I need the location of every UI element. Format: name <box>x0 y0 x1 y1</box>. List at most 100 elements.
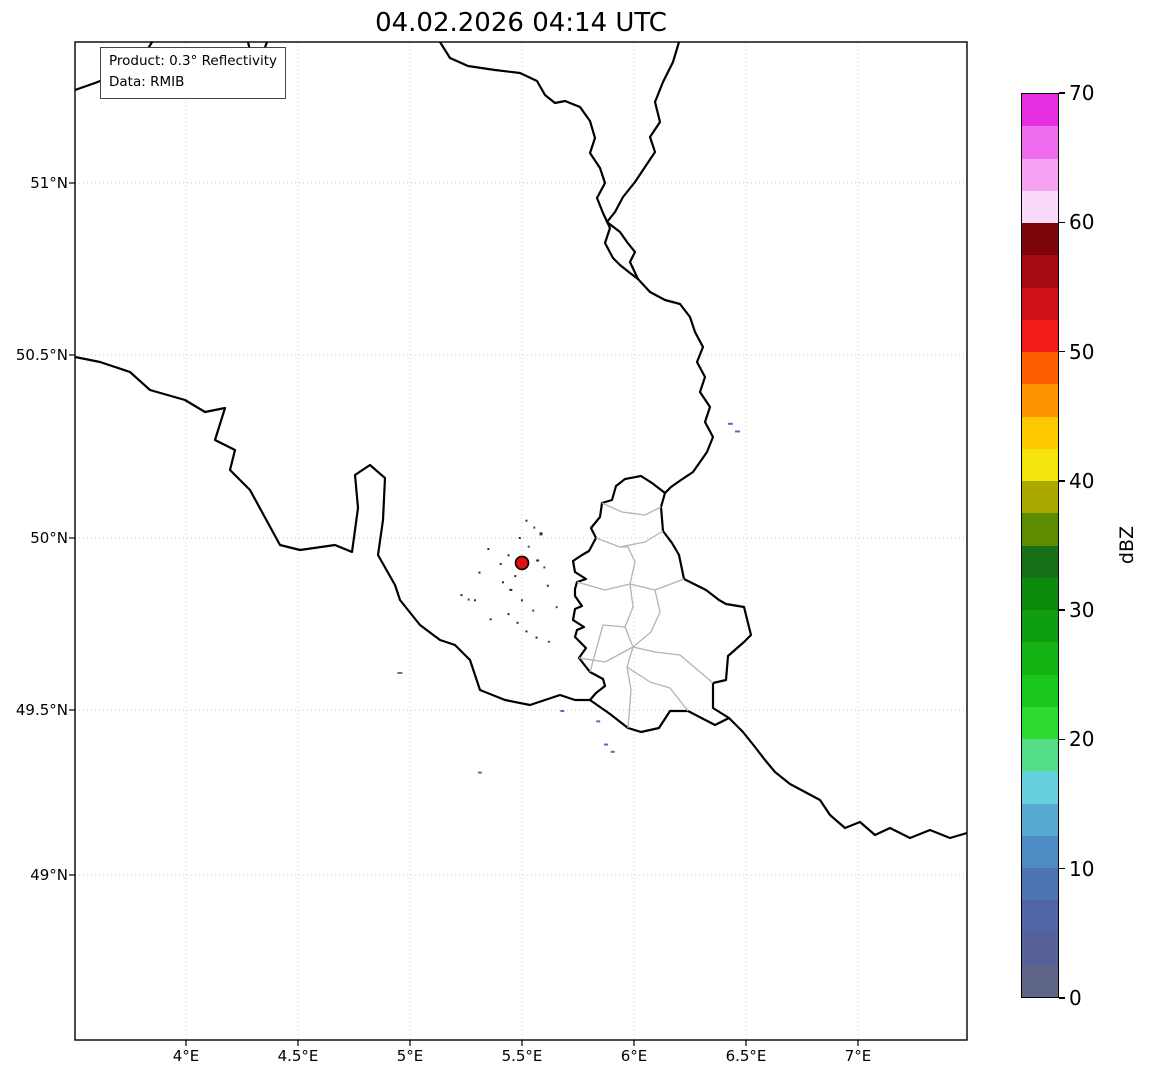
radar-echo <box>734 430 740 433</box>
x-tick-label: 7°E <box>844 1047 872 1065</box>
radar-echo <box>501 581 504 584</box>
radar-echo <box>536 559 540 562</box>
gridlines-layer <box>75 42 967 1040</box>
colorbar-segment <box>1022 223 1058 256</box>
colorbar-tick-label: 50 <box>1069 339 1095 364</box>
colorbar-segment <box>1022 319 1058 352</box>
colorbar-segment <box>1022 190 1058 223</box>
radar-echo <box>596 720 601 723</box>
colorbar-segment <box>1022 448 1058 481</box>
y-tick-label: 51°N <box>30 174 68 192</box>
radar-echo <box>535 636 538 639</box>
colorbar-segment <box>1022 739 1058 772</box>
radar-site-layer <box>514 555 530 571</box>
y-tick-label: 49.5°N <box>15 701 68 719</box>
radar-echo <box>487 548 490 551</box>
radar-site-marker <box>514 555 530 571</box>
colorbar-tick-label: 60 <box>1069 210 1095 235</box>
y-tick-label: 49°N <box>30 866 68 884</box>
x-tick-label: 5.5°E <box>501 1047 543 1065</box>
colorbar-tick-mark <box>1059 480 1065 482</box>
colorbar-segment <box>1022 771 1058 804</box>
canton-border <box>620 546 636 585</box>
radar-echo <box>521 599 523 602</box>
colorbar-tick-mark <box>1059 867 1065 870</box>
luxembourg-outline <box>571 474 753 734</box>
radar-echo <box>527 545 530 548</box>
luxembourg-internal-borders <box>576 502 714 729</box>
radar-echo <box>610 750 615 753</box>
colorbar-tick-label: 40 <box>1069 468 1095 493</box>
radar-echo <box>489 618 492 621</box>
colorbar-segment <box>1022 94 1058 127</box>
radar-echo <box>509 588 513 591</box>
colorbar-tick-label: 0 <box>1069 986 1082 1010</box>
radar-echo <box>499 562 502 565</box>
canton-border <box>632 646 714 684</box>
colorbar-unit-label: dBZ <box>1116 525 1138 565</box>
colorbar-segment <box>1022 287 1058 320</box>
colorbar-segment <box>1022 900 1058 933</box>
colorbar-tick-mark <box>1059 738 1065 741</box>
colorbar-segment <box>1022 384 1058 417</box>
colorbar-tick-mark <box>1059 221 1065 224</box>
colorbar-segment <box>1022 255 1058 288</box>
canton-border <box>626 666 689 712</box>
canton-border <box>595 530 664 548</box>
radar-echo <box>525 630 528 633</box>
colorbar-segment <box>1022 610 1058 643</box>
france-germany-border <box>727 716 967 840</box>
plot-title: 04.02.2026 04:14 UTC <box>375 8 667 38</box>
colorbar-segment <box>1022 803 1058 836</box>
radar-echo <box>507 613 510 616</box>
data-source-label: Data: RMIB <box>109 73 185 90</box>
canton-border <box>601 502 662 516</box>
colorbar-segment <box>1022 868 1058 901</box>
canton-border <box>589 624 626 673</box>
colorbar-segment <box>1022 513 1058 546</box>
radar-echo <box>604 743 608 746</box>
country-borders-layer <box>75 42 967 840</box>
radar-echo <box>507 554 510 557</box>
axis-tick-marks <box>69 182 859 1046</box>
colorbar-tick-label: 20 <box>1069 727 1095 752</box>
radar-echo <box>477 771 482 774</box>
colorbar-segment <box>1022 481 1058 514</box>
radar-echo <box>467 598 470 601</box>
colorbar-segment <box>1022 706 1058 739</box>
colorbar-segment <box>1022 674 1058 707</box>
colorbar-tick-label: 70 <box>1069 81 1095 105</box>
radar-echo <box>539 532 543 536</box>
france-belgium-border <box>75 355 592 707</box>
x-tick-label: 5°E <box>396 1047 424 1065</box>
radar-echo <box>727 422 733 425</box>
radar-echo <box>560 710 565 712</box>
colorbar <box>1021 93 1059 998</box>
colorbar-segment <box>1022 352 1058 385</box>
colorbar-tick-mark <box>1059 997 1065 999</box>
radar-echo <box>547 640 550 643</box>
colorbar-segment <box>1022 835 1058 868</box>
radar-echo <box>532 609 535 612</box>
canton-border <box>578 646 634 663</box>
radar-echo <box>525 519 528 522</box>
x-tick-label: 4.5°E <box>277 1047 319 1065</box>
radar-echo <box>478 571 481 574</box>
product-annotation-box: Product: 0.3° Reflectivity Data: RMIB <box>100 47 286 99</box>
canton-border <box>632 589 661 648</box>
radar-echo <box>546 584 549 587</box>
colorbar-segment <box>1022 545 1058 578</box>
netherlands-germany-border <box>605 42 681 281</box>
colorbar-segment <box>1022 158 1058 191</box>
map-frame <box>74 41 968 1041</box>
x-tick-label: 6°E <box>620 1047 648 1065</box>
radar-echoes-layer <box>397 422 740 774</box>
belgium-germany-border <box>636 277 715 495</box>
x-tick-label: 4°E <box>172 1047 200 1065</box>
belgium-netherlands-border-east <box>438 42 640 281</box>
radar-echo <box>473 599 476 602</box>
radar-echo <box>555 606 558 609</box>
colorbar-tick-mark <box>1059 350 1065 353</box>
